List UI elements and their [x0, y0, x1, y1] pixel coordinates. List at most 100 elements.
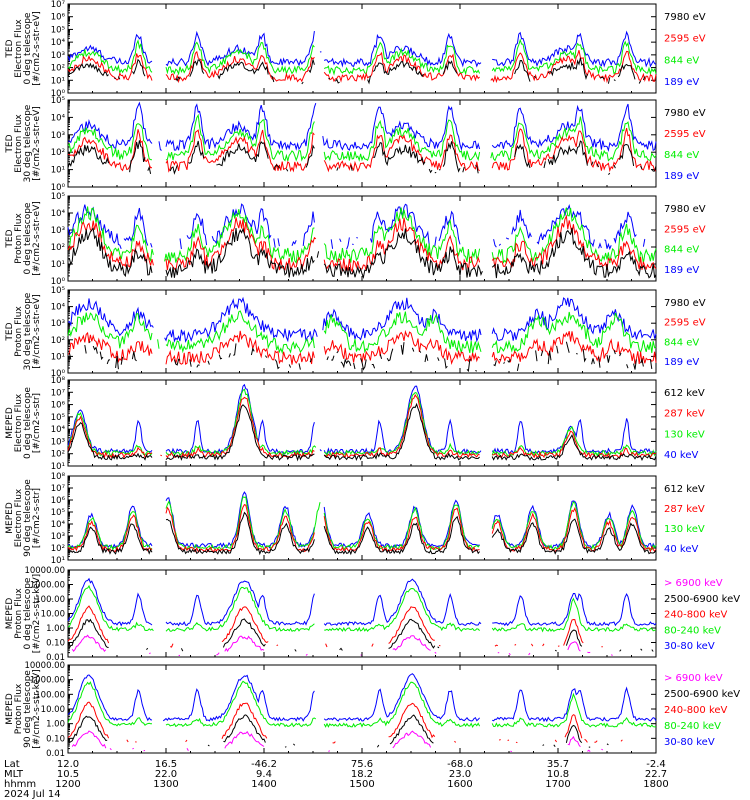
y-tick-label: 10000.00: [24, 566, 65, 576]
y-axis-label-line: [#/cm2-s-str-eV]: [32, 106, 42, 181]
series-trace: [67, 511, 657, 556]
y-axis-label-line: 0 deg telescope: [23, 387, 33, 459]
x-tick-label-mlt: 10.5: [57, 769, 79, 780]
y-tick-label: 10.00: [41, 705, 65, 715]
y-tick-label: 10⁴: [51, 38, 66, 48]
series-trace: [67, 50, 657, 84]
channel-label: 2500-6900 keV: [664, 689, 740, 700]
y-tick-label: 10¹: [51, 352, 65, 362]
panel-frame: [67, 475, 657, 561]
y-axis-label-line: Proton Flux: [14, 213, 24, 264]
channel-label: 7980 eV: [664, 298, 706, 309]
x-tick-label-mlt: 9.4: [256, 769, 272, 780]
channel-label: 844 eV: [664, 337, 699, 348]
channel-label: 844 eV: [664, 55, 699, 66]
y-tick-label: 10¹: [51, 166, 65, 176]
series-trace: [67, 673, 657, 723]
channel-label: 80-240 keV: [664, 625, 721, 636]
channel-label: 7980 eV: [664, 204, 706, 215]
panel-4: 10⁰ 10¹ 10² 10³ 10⁴ 10⁵ TED Proton Flux 30 deg t…: [5, 286, 706, 379]
channel-label: 130 keV: [664, 524, 705, 535]
series-trace: [67, 227, 657, 280]
y-tick-label: 100.00: [35, 595, 65, 605]
y-tick-label: 10⁷: [51, 388, 66, 398]
x-tick-label-lat: -2.4: [646, 759, 666, 770]
y-tick-label: 10⁰: [51, 89, 66, 99]
x-row-label-mlt: MLT: [4, 769, 24, 780]
y-tick-label: 10⁵: [51, 96, 65, 106]
y-axis-label-line: MEPED: [5, 407, 15, 439]
channel-label: 40 keV: [664, 544, 698, 555]
y-tick-label: 10⁴: [51, 425, 66, 435]
y-tick-label: 10¹: [51, 260, 65, 270]
channel-label: 612 keV: [664, 484, 705, 495]
x-tick-label-hhmm: 1200: [55, 779, 80, 790]
y-axis-label-line: 30 deg telescope: [23, 292, 33, 370]
series-trace: [67, 329, 657, 366]
series-trace: [67, 680, 657, 728]
y-axis-label-line: 0 deg telescope: [23, 577, 33, 649]
channel-label: 7980 eV: [664, 12, 706, 23]
y-axis-label-line: [#/cm2-s-str-keV]: [32, 574, 42, 653]
y-tick-label: 10³: [51, 319, 65, 329]
y-tick-label: 10¹: [51, 556, 65, 566]
y-axis-label-line: MEPED: [5, 598, 15, 630]
y-tick-label: 10²: [51, 64, 65, 74]
series-trace: [67, 127, 656, 173]
series-trace: [67, 584, 657, 633]
channel-label: 7980 eV: [664, 108, 706, 119]
y-tick-label: 10⁷: [51, 484, 66, 494]
y-tick-label: 1.00: [46, 624, 65, 634]
x-tick-label-lat: 16.5: [155, 759, 177, 770]
x-row-label-hhmm: hhmm: [4, 779, 36, 790]
panel-7: 0.01 0.10 1.00 10.00 100.00 1000.00 10000.00 ME…: [5, 566, 740, 663]
y-tick-label: 10⁵: [51, 286, 65, 296]
y-tick-label: 10⁸: [51, 472, 66, 482]
y-tick-label: 10³: [51, 226, 65, 236]
channel-label: 844 eV: [664, 245, 699, 256]
y-axis-label-line: 90 deg telescope: [23, 670, 33, 748]
x-tick-label-lat: -68.0: [447, 759, 473, 770]
y-tick-label: 10⁶: [51, 401, 66, 411]
y-axis-label-line: 0 deg telescope: [23, 202, 33, 274]
y-axis-label-line: [#/cm2-s-str-keV]: [32, 669, 42, 748]
y-tick-label: 10⁴: [51, 520, 66, 530]
series-trace: [67, 577, 657, 627]
y-tick-label: 0.10: [46, 639, 65, 649]
y-axis-label-line: Proton Flux: [14, 683, 24, 734]
y-tick-label: 10²: [51, 148, 65, 158]
series-trace: [68, 606, 652, 647]
x-tick-label-lat: -46.2: [251, 759, 277, 770]
channel-label: 189 eV: [664, 265, 699, 276]
x-tick-label-mlt: 23.0: [449, 769, 471, 780]
y-axis-label-line: [#/cm2-s-str-eV]: [32, 201, 42, 276]
y-axis-label-line: MEPED: [5, 502, 15, 534]
y-axis-label-line: [#/cm2-s-str-eV]: [32, 294, 42, 369]
channel-label: 287 keV: [664, 409, 705, 420]
y-tick-label: 10⁵: [51, 508, 65, 518]
x-tick-label-lat: 35.7: [547, 759, 569, 770]
x-tick-label-hhmm: 1400: [251, 779, 276, 790]
channel-label: 240-800 keV: [664, 705, 728, 716]
channel-label: 30-80 keV: [664, 737, 715, 748]
channel-label: 844 eV: [664, 150, 699, 161]
y-axis-label-line: [#/cm2-s-str-eV]: [32, 11, 42, 86]
series-trace: [67, 618, 654, 652]
y-axis-label-line: 30 deg telescope: [23, 104, 33, 182]
series-trace: [67, 296, 657, 343]
y-tick-label: 0.10: [46, 734, 65, 744]
series-trace: [67, 393, 657, 460]
y-tick-label: 0.01: [46, 749, 65, 759]
y-axis-label-line: TED: [5, 229, 15, 248]
y-tick-label: 10⁶: [51, 496, 66, 506]
series-trace: [67, 38, 657, 76]
y-axis-label-line: Proton Flux: [14, 588, 24, 639]
channel-label: 130 keV: [664, 429, 705, 440]
y-tick-label: 10³: [51, 532, 65, 542]
date-label: 2024 Jul 14: [4, 789, 61, 800]
y-tick-label: 10⁵: [51, 413, 65, 423]
channel-label: 40 keV: [664, 450, 698, 461]
channel-label: 2595 eV: [664, 224, 706, 235]
